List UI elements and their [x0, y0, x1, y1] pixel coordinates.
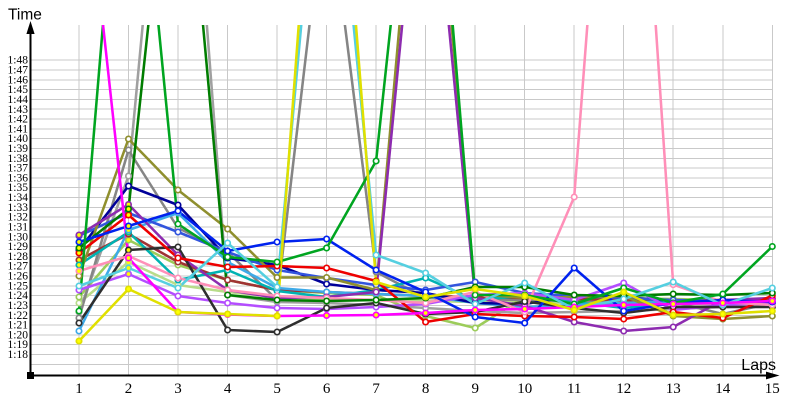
svg-text:1:34: 1:34 — [8, 192, 29, 204]
svg-text:1:26: 1:26 — [8, 271, 29, 283]
svg-text:1:39: 1:39 — [8, 143, 29, 155]
svg-text:14: 14 — [715, 381, 731, 397]
svg-text:15: 15 — [765, 381, 780, 397]
svg-text:Time: Time — [8, 7, 42, 24]
svg-text:1:37: 1:37 — [8, 163, 29, 175]
svg-text:1: 1 — [75, 381, 83, 397]
svg-text:1:38: 1:38 — [8, 153, 29, 165]
svg-text:3: 3 — [174, 381, 182, 397]
svg-text:1:46: 1:46 — [8, 74, 29, 86]
svg-text:1:31: 1:31 — [8, 222, 29, 234]
svg-text:1:30: 1:30 — [8, 231, 29, 243]
svg-text:4: 4 — [224, 381, 232, 397]
svg-text:1:45: 1:45 — [8, 84, 29, 96]
svg-text:1:36: 1:36 — [8, 172, 29, 184]
svg-text:1:40: 1:40 — [8, 133, 29, 145]
svg-text:1:24: 1:24 — [8, 290, 29, 302]
svg-text:1:28: 1:28 — [8, 251, 29, 263]
svg-text:1:44: 1:44 — [8, 94, 29, 106]
svg-text:1:18: 1:18 — [8, 349, 29, 361]
svg-text:1:43: 1:43 — [8, 104, 29, 116]
svg-text:12: 12 — [616, 381, 631, 397]
svg-text:1:29: 1:29 — [8, 241, 29, 253]
svg-text:Laps: Laps — [741, 357, 776, 374]
svg-text:8: 8 — [422, 381, 430, 397]
svg-text:1:32: 1:32 — [8, 212, 29, 224]
svg-text:6: 6 — [323, 381, 331, 397]
svg-text:1:20: 1:20 — [8, 329, 29, 341]
svg-text:13: 13 — [666, 381, 681, 397]
svg-text:1:48: 1:48 — [8, 55, 29, 67]
svg-text:1:25: 1:25 — [8, 280, 29, 292]
svg-text:1:21: 1:21 — [8, 320, 29, 332]
svg-text:1:19: 1:19 — [8, 339, 29, 351]
svg-text:1:35: 1:35 — [8, 182, 29, 194]
svg-text:1:41: 1:41 — [8, 123, 29, 135]
svg-text:1:22: 1:22 — [8, 310, 29, 322]
svg-text:9: 9 — [471, 381, 479, 397]
svg-text:1:42: 1:42 — [8, 114, 29, 126]
svg-text:1:27: 1:27 — [8, 261, 29, 273]
svg-text:7: 7 — [372, 381, 380, 397]
svg-text:1:33: 1:33 — [8, 202, 29, 214]
svg-text:1:23: 1:23 — [8, 300, 29, 312]
svg-text:11: 11 — [567, 381, 581, 397]
svg-text:1:47: 1:47 — [8, 65, 29, 77]
svg-text:5: 5 — [273, 381, 281, 397]
svg-text:10: 10 — [517, 381, 532, 397]
svg-text:2: 2 — [125, 381, 133, 397]
